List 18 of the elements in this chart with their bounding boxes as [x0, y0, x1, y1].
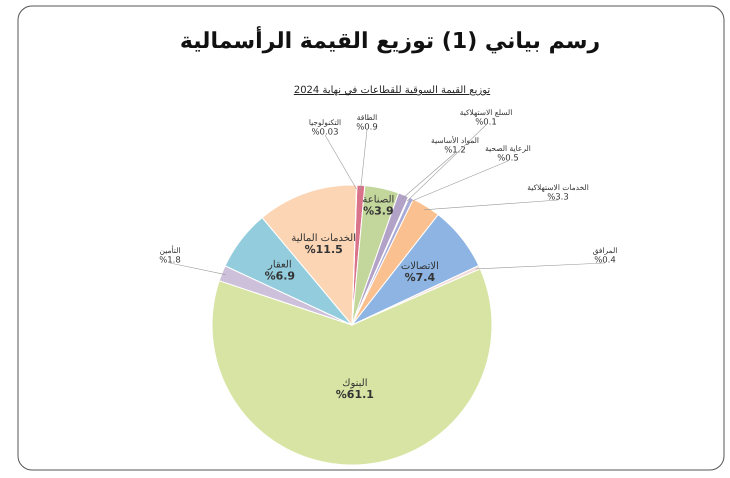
data-label: %1.8 [159, 256, 181, 266]
data-label: %61.1 [336, 388, 374, 401]
slice-label: البنوك [342, 378, 368, 389]
data-label: %0.9 [356, 122, 378, 132]
data-label: %0.5 [497, 154, 519, 164]
data-label: %0.03 [311, 128, 339, 138]
data-label: %0.1 [475, 118, 497, 128]
slice-label: الاتصالات [400, 260, 439, 272]
data-label: %11.5 [304, 242, 343, 256]
chart-title: رسم بياني (1) توزيع القيمة الرأسمالية [180, 26, 600, 54]
chart-subtitle: توزيع القيمة السوقية للقطاعات في نهاية 2024 [294, 85, 490, 96]
data-label: %0.4 [594, 256, 616, 266]
slice-label: العقار [267, 260, 292, 271]
data-label: %7.4 [404, 270, 436, 284]
data-label: %6.9 [264, 270, 296, 283]
slice-label: الخدمات المالية [291, 232, 356, 244]
data-label: %1.2 [444, 146, 466, 156]
data-label: %3.3 [547, 192, 569, 202]
